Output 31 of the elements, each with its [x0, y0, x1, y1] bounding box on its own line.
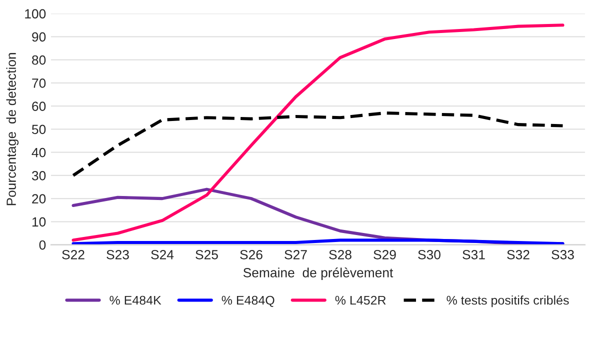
y-tick-label: 0	[39, 240, 46, 250]
y-tick-label: 20	[32, 194, 46, 204]
x-tick-label: S26	[240, 250, 262, 260]
y-tick-label: 70	[32, 78, 46, 88]
x-tick-label: S33	[552, 250, 574, 260]
line-series	[72, 24, 564, 242]
x-tick-label: S27	[284, 250, 307, 260]
x-tick-label: S29	[374, 250, 396, 260]
y-tick-label: 90	[32, 32, 46, 42]
x-tick-label: S23	[106, 250, 129, 260]
x-axis-title: Semaine de prélèvement	[243, 268, 394, 280]
x-tick-label: S28	[329, 250, 352, 260]
y-tick-label: 30	[32, 171, 46, 180]
legend-label: % E484Q	[222, 296, 274, 307]
x-tick-label: S22	[62, 250, 84, 260]
line-series	[72, 111, 564, 177]
x-tick-label: S32	[507, 250, 530, 260]
x-tick-label: S30	[418, 250, 440, 260]
y-tick-label: 50	[32, 124, 46, 134]
legend-label: % E484K	[110, 296, 162, 305]
y-tick-label: 60	[32, 102, 46, 111]
y-tick-label: 10	[32, 217, 46, 227]
legend-label: % tests positifs criblés	[446, 295, 569, 308]
x-tick-label: S31	[462, 250, 485, 260]
x-tick-label: S25	[196, 250, 218, 260]
legend-label: % L452R	[335, 296, 386, 305]
y-tick-label: 40	[32, 148, 46, 158]
x-tick-label: S24	[151, 250, 174, 260]
y-tick-label: 80	[32, 55, 46, 65]
y-axis-title: Pourcentage de detection	[6, 53, 19, 206]
y-tick-label: 100	[25, 9, 46, 19]
